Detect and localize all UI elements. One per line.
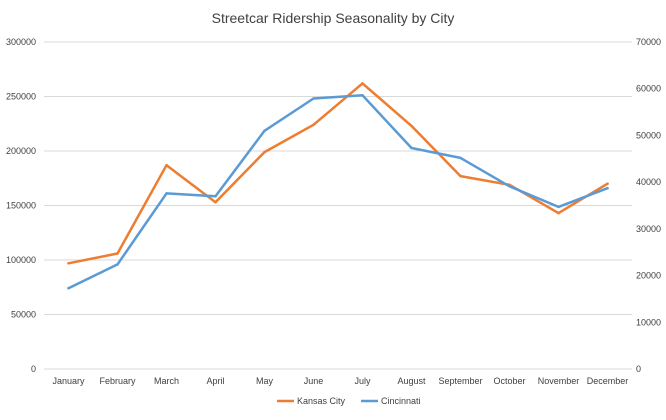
data-point [214,194,217,198]
data-point [312,123,315,127]
x-tick-label: June [304,376,324,386]
series-line [67,82,609,265]
right-tick-label: 30000 [636,224,661,234]
legend-label: Kansas City [297,396,346,406]
data-point [263,150,266,154]
data-point [165,192,168,195]
left-tick-label: 250000 [6,92,36,102]
left-tick-label: 300000 [6,37,36,47]
data-point [410,124,413,128]
left-tick-label: 100000 [6,255,36,265]
right-tick-label: 20000 [636,271,661,281]
x-tick-label: March [154,376,179,386]
legend-item: Cincinnati [361,396,421,406]
series-lines [67,82,609,290]
data-point [606,182,609,185]
data-point [116,263,119,266]
legend: Kansas City Cincinnati [277,396,421,406]
x-tick-label: September [438,376,482,386]
x-tick-label: April [206,376,224,386]
left-y-axis: 0 50000 100000 150000 200000 250000 300000 [6,37,36,374]
right-tick-label: 10000 [636,317,661,327]
x-tick-label: December [587,376,629,386]
left-tick-label: 0 [31,364,36,374]
left-tick-label: 50000 [11,310,36,320]
data-point [459,156,462,160]
legend-item: Kansas City [277,396,346,406]
data-point [116,252,119,255]
right-tick-label: 60000 [636,84,661,94]
x-tick-label: February [99,376,136,386]
series-line [67,94,609,290]
x-tick-label: October [493,376,525,386]
x-tick-label: November [538,376,580,386]
data-point [557,205,560,209]
x-axis: January February March April May June July Augu… [52,376,628,386]
data-point [361,94,364,97]
left-tick-label: 200000 [6,146,36,156]
left-tick-label: 150000 [6,201,36,211]
right-tick-label: 70000 [636,37,661,47]
series-cincinnati [67,94,609,290]
data-point [312,97,315,100]
data-point [214,200,217,204]
x-tick-label: August [397,376,426,386]
chart-title: Streetcar Ridership Seasonality by City [212,10,455,26]
data-point [508,185,511,188]
right-tick-label: 0 [636,364,641,374]
data-point [410,146,413,150]
series-kansas-city [67,82,609,265]
data-point [606,186,609,190]
right-y-axis: 0 10000 20000 30000 40000 50000 60000 70000 [636,37,661,374]
data-point [459,174,462,178]
legend-label: Cincinnati [381,396,421,406]
x-tick-label: July [354,376,371,386]
data-point [67,262,70,265]
data-point [67,286,70,290]
data-point [165,163,168,167]
x-tick-label: May [256,376,274,386]
data-point [361,82,364,85]
data-point [557,211,560,215]
data-point [263,129,266,133]
right-tick-label: 50000 [636,130,661,140]
right-tick-label: 40000 [636,177,661,187]
x-tick-label: January [52,376,85,386]
